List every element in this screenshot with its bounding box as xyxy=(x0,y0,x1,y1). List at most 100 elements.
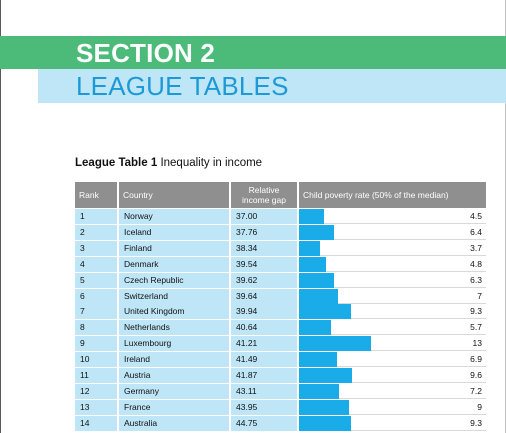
table-row: 2 Iceland 37.76 6.4 xyxy=(75,224,486,240)
table-row: 6 Switzerland 39.64 7 xyxy=(75,288,486,304)
rank-cell: 4 xyxy=(75,256,117,272)
child-poverty-bar xyxy=(299,209,324,224)
header-rank: Rank xyxy=(75,182,117,208)
child-poverty-bar xyxy=(299,224,335,240)
table-row: 4 Denmark 39.54 4.8 xyxy=(75,256,486,272)
table-row: 8 Netherlands 40.64 5.7 xyxy=(75,320,486,336)
child-poverty-value: 7 xyxy=(477,290,482,301)
child-poverty-cell: 9.3 xyxy=(299,415,486,431)
child-poverty-value: 7.2 xyxy=(470,385,482,396)
child-poverty-value: 6.3 xyxy=(470,274,482,285)
table-row: 12 Germany 43.11 7.2 xyxy=(75,383,486,399)
child-poverty-cell: 13 xyxy=(299,336,486,352)
table-row: 11 Austria 41.87 9.6 xyxy=(75,368,486,383)
section-banner-green xyxy=(0,36,506,69)
header-country: Country xyxy=(119,182,229,208)
child-poverty-value: 4.5 xyxy=(470,211,482,221)
child-poverty-value: 9 xyxy=(477,401,482,412)
child-poverty-value: 13 xyxy=(472,338,482,349)
rank-cell: 12 xyxy=(75,383,117,399)
table-row: 7 United Kingdom 39.94 9.3 xyxy=(75,304,486,320)
table-row: 14 Australia 44.75 9.3 xyxy=(75,415,486,431)
income-gap-cell: 39.94 xyxy=(231,304,297,320)
child-poverty-value: 6.9 xyxy=(470,354,482,365)
table-row: 3 Finland 38.34 3.7 xyxy=(75,240,486,256)
country-cell: Iceland xyxy=(119,224,229,240)
table-row: 9 Luxembourg 41.21 13 xyxy=(75,336,486,352)
rank-cell: 3 xyxy=(75,240,117,256)
country-cell: Norway xyxy=(119,209,229,224)
child-poverty-bar xyxy=(299,399,349,415)
income-gap-cell: 43.11 xyxy=(231,383,297,399)
rank-cell: 8 xyxy=(75,320,117,336)
income-gap-cell: 39.54 xyxy=(231,256,297,272)
income-gap-cell: 43.95 xyxy=(231,399,297,415)
rank-cell: 10 xyxy=(75,352,117,368)
header-income-gap-line1: Relative xyxy=(248,185,280,195)
rank-cell: 6 xyxy=(75,288,117,304)
rank-cell: 5 xyxy=(75,272,117,288)
child-poverty-bar xyxy=(299,256,326,272)
child-poverty-cell: 6.9 xyxy=(299,352,486,368)
rank-cell: 14 xyxy=(75,415,117,431)
income-gap-cell: 41.87 xyxy=(231,368,297,383)
child-poverty-bar xyxy=(299,368,353,383)
child-poverty-bar xyxy=(299,320,331,336)
table-row: 1 Norway 37.00 4.5 xyxy=(75,209,486,224)
rank-cell: 1 xyxy=(75,209,117,224)
child-poverty-cell: 7 xyxy=(299,288,486,304)
country-cell: Netherlands xyxy=(119,320,229,336)
country-cell: Switzerland xyxy=(119,288,229,304)
child-poverty-value: 9.6 xyxy=(470,370,482,380)
section-number: SECTION 2 xyxy=(76,38,216,68)
child-poverty-value: 9.3 xyxy=(470,306,482,317)
child-poverty-bar xyxy=(299,352,338,368)
rank-cell: 13 xyxy=(75,399,117,415)
child-poverty-cell: 9 xyxy=(299,399,486,415)
country-cell: Germany xyxy=(119,383,229,399)
country-cell: Austria xyxy=(119,368,229,383)
rank-cell: 9 xyxy=(75,336,117,352)
rank-cell: 11 xyxy=(75,368,117,383)
child-poverty-bar xyxy=(299,288,338,304)
child-poverty-value: 3.7 xyxy=(470,242,482,253)
table-caption: League Table 1 Inequality in income xyxy=(75,157,262,169)
country-cell: Czech Republic xyxy=(119,272,229,288)
income-gap-cell: 41.49 xyxy=(231,352,297,368)
child-poverty-bar xyxy=(299,383,339,399)
country-cell: Australia xyxy=(119,415,229,431)
child-poverty-cell: 9.6 xyxy=(299,368,486,383)
country-cell: France xyxy=(119,399,229,415)
child-poverty-bar xyxy=(299,272,334,288)
country-cell: Ireland xyxy=(119,352,229,368)
child-poverty-bar xyxy=(299,240,320,256)
child-poverty-value: 5.7 xyxy=(470,322,482,333)
child-poverty-cell: 4.8 xyxy=(299,256,486,272)
child-poverty-cell: 7.2 xyxy=(299,383,486,399)
table-row: 10 Ireland 41.49 6.9 xyxy=(75,352,486,368)
income-gap-cell: 41.21 xyxy=(231,336,297,352)
child-poverty-cell: 6.4 xyxy=(299,224,486,240)
country-cell: United Kingdom xyxy=(119,304,229,320)
child-poverty-bar xyxy=(299,336,371,352)
child-poverty-cell: 3.7 xyxy=(299,240,486,256)
table-row: 13 France 43.95 9 xyxy=(75,399,486,415)
income-gap-cell: 37.00 xyxy=(231,209,297,224)
page-edge-left xyxy=(0,0,1,433)
income-gap-cell: 40.64 xyxy=(231,320,297,336)
table-caption-label: League Table 1 xyxy=(75,157,158,169)
table-row: 5 Czech Republic 39.62 6.3 xyxy=(75,272,486,288)
rank-cell: 7 xyxy=(75,304,117,320)
income-gap-cell: 39.62 xyxy=(231,272,297,288)
table-caption-text: Inequality in income xyxy=(160,157,263,169)
rank-cell: 2 xyxy=(75,224,117,240)
income-gap-cell: 44.75 xyxy=(231,415,297,431)
country-cell: Finland xyxy=(119,240,229,256)
child-poverty-bar xyxy=(299,304,351,320)
country-cell: Denmark xyxy=(119,256,229,272)
income-gap-cell: 38.34 xyxy=(231,240,297,256)
section-title: LEAGUE TABLES xyxy=(76,71,289,101)
child-poverty-value: 4.8 xyxy=(470,258,482,269)
child-poverty-cell: 5.7 xyxy=(299,320,486,336)
child-poverty-value: 9.3 xyxy=(470,417,482,428)
